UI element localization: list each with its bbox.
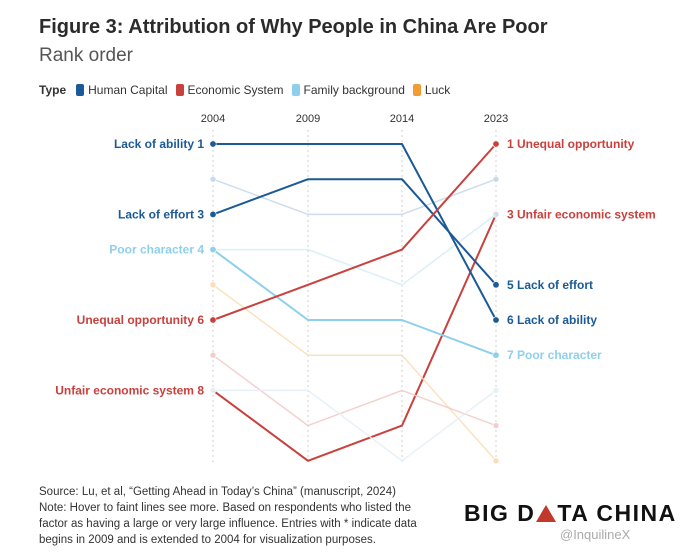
series-line [212, 178, 497, 216]
end-label: 6 Lack of ability [507, 313, 597, 327]
year-label: 2023 [484, 113, 508, 125]
watermark: @InquilineX [560, 527, 631, 542]
series-point [492, 316, 500, 324]
series-point [209, 387, 217, 394]
legend-swatch [175, 84, 184, 96]
series-line [213, 389, 497, 462]
chart-subtitle: Rank order [39, 45, 133, 66]
series-line [213, 213, 497, 286]
start-label: Lack of ability 1 [114, 137, 204, 151]
series-point [492, 457, 500, 465]
start-label: Unequal opportunity 6 [77, 313, 205, 327]
series-point [209, 351, 217, 359]
year-label: 2009 [296, 113, 320, 125]
end-label: 5 Lack of effort [507, 278, 593, 292]
series-line [213, 143, 497, 321]
legend-label: Economic System [187, 83, 284, 97]
end-label: 7 Poor character [507, 348, 602, 362]
series-line [212, 213, 497, 462]
note-line: Note: Hover to faint lines see more. Bas… [39, 502, 412, 514]
source-text: Source: Lu, et al, “Getting Ahead in Tod… [39, 486, 396, 498]
year-label: 2004 [201, 113, 225, 125]
series-point [209, 246, 217, 254]
series-point [492, 211, 500, 218]
end-label: 3 Unfair economic system [507, 207, 656, 221]
series-point [209, 281, 217, 289]
legend-swatch [291, 84, 300, 96]
legend-item-family-background[interactable]: Family background [291, 83, 405, 97]
legend-swatch [76, 84, 85, 96]
series-point [492, 281, 500, 289]
legend: Type Human Capital Economic System Famil… [39, 83, 458, 97]
series-point [209, 175, 217, 183]
legend-label: Human Capital [88, 83, 168, 97]
series-point [492, 351, 500, 359]
series-point [492, 175, 500, 183]
footnote: Source: Lu, et al, “Getting Ahead in Tod… [39, 484, 479, 548]
series-point [209, 140, 217, 148]
legend-title: Type [39, 83, 67, 97]
start-label: Unfair economic system 8 [55, 383, 204, 397]
legend-item-human-capital[interactable]: Human Capital [76, 83, 168, 97]
series-line [212, 178, 497, 286]
legend-label: Family background [303, 83, 405, 97]
legend-swatch [412, 84, 421, 96]
brand-logo: BIG D TA CHINA [464, 500, 677, 526]
series-point [492, 140, 500, 148]
year-label: 2014 [390, 113, 414, 125]
end-label: 1 Unequal opportunity [507, 137, 635, 151]
series-point [492, 387, 500, 394]
start-label: Lack of effort 3 [118, 207, 204, 221]
legend-item-economic-system[interactable]: Economic System [175, 83, 284, 97]
series-line [212, 143, 497, 321]
chart-title: Figure 3: Attribution of Why People in C… [39, 16, 548, 38]
legend-label: Luck [424, 83, 451, 97]
series-point [209, 316, 217, 324]
series-point [209, 210, 217, 218]
note-line: factor as having a large or very large i… [39, 518, 417, 530]
note-line: begins in 2009 and is extended to 2004 f… [39, 534, 376, 546]
legend-item-luck[interactable]: Luck [412, 83, 451, 97]
start-label: Poor character 4 [109, 243, 204, 257]
series-line [212, 248, 497, 357]
series-point [492, 422, 500, 429]
rank-chart: 2004 2009 2014 2023 Lack of ability 1 Lack of… [55, 113, 656, 465]
